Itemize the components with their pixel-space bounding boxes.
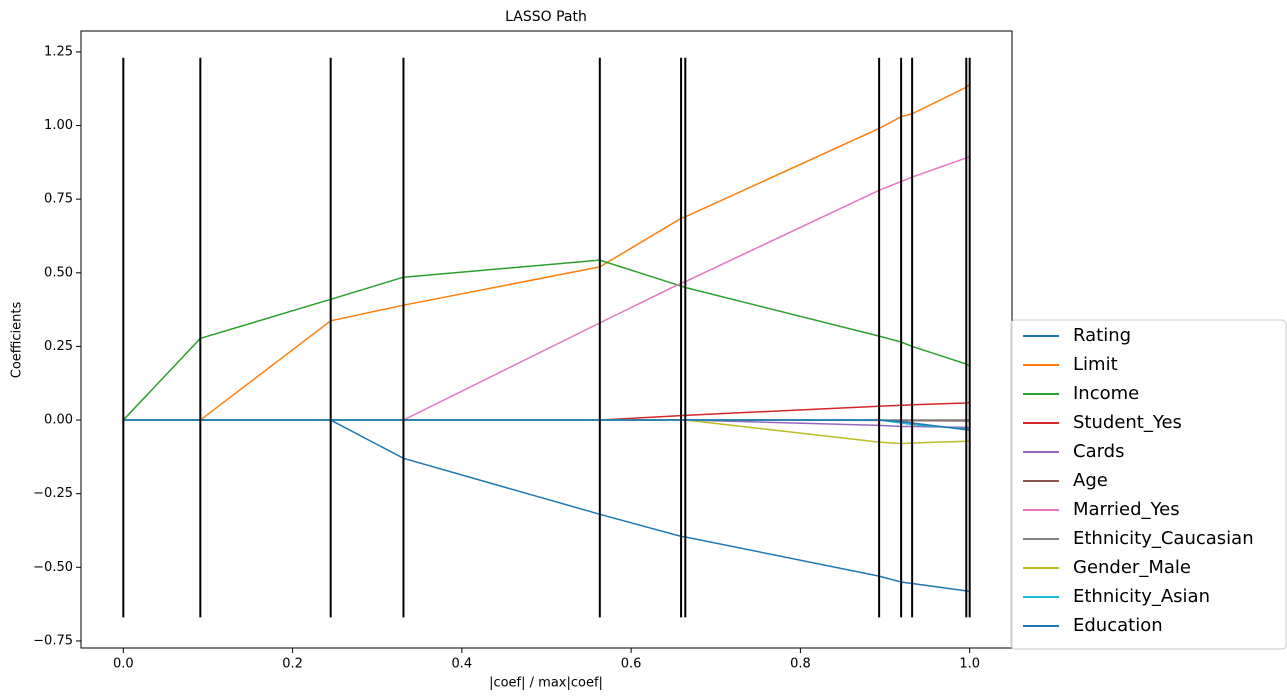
legend-label: Income: [1073, 383, 1139, 404]
legend-label: Student_Yes: [1073, 412, 1182, 433]
x-tick-label: 0.8: [790, 657, 811, 672]
legend-label: Married_Yes: [1073, 499, 1180, 520]
series-line: [123, 419, 970, 593]
legend-label: Age: [1073, 470, 1108, 491]
y-tick-label: 0.75: [44, 192, 73, 207]
series-line: [123, 419, 970, 445]
legend-label: Rating: [1073, 325, 1131, 346]
legend-label: Cards: [1073, 441, 1125, 462]
x-tick-label: 0.2: [282, 657, 303, 672]
series-line: [122, 259, 971, 421]
y-tick-label: 0.00: [44, 413, 73, 428]
series-line: [123, 419, 970, 429]
y-tick-label: −0.25: [33, 486, 73, 501]
series-line: [123, 83, 971, 421]
y-tick-label: −0.50: [33, 560, 73, 575]
legend-label: Gender_Male: [1073, 557, 1191, 578]
x-tick-label: 0.0: [113, 657, 134, 672]
plot-frame: [80, 30, 1013, 649]
x-tick-label: 0.4: [452, 657, 473, 672]
legend-label: Ethnicity_Caucasian: [1073, 528, 1254, 549]
legend-label: Ethnicity_Asian: [1073, 586, 1210, 607]
series-line: [123, 401, 970, 421]
series-line: [123, 419, 970, 432]
series-line: [123, 155, 970, 421]
y-tick-label: 1.25: [44, 44, 73, 59]
chart-title: LASSO Path: [505, 9, 587, 25]
legend-label: Limit: [1073, 354, 1118, 375]
y-tick-label: −0.75: [33, 633, 73, 648]
legend-box: [1010, 319, 1287, 650]
x-tick-label: 0.6: [621, 657, 642, 672]
legend-label: Education: [1073, 615, 1163, 636]
y-tick-label: 0.50: [44, 265, 73, 280]
x-tick-label: 1.0: [959, 657, 980, 672]
y-tick-label: 0.25: [44, 339, 73, 354]
y-tick-label: 1.00: [44, 118, 73, 133]
y-axis-label: Coefficients: [10, 302, 25, 379]
x-axis-label: |coef| / max|coef|: [489, 676, 603, 691]
legend: Rating Limit Income Student_Yes Cards Age Marr…: [1010, 319, 1287, 650]
